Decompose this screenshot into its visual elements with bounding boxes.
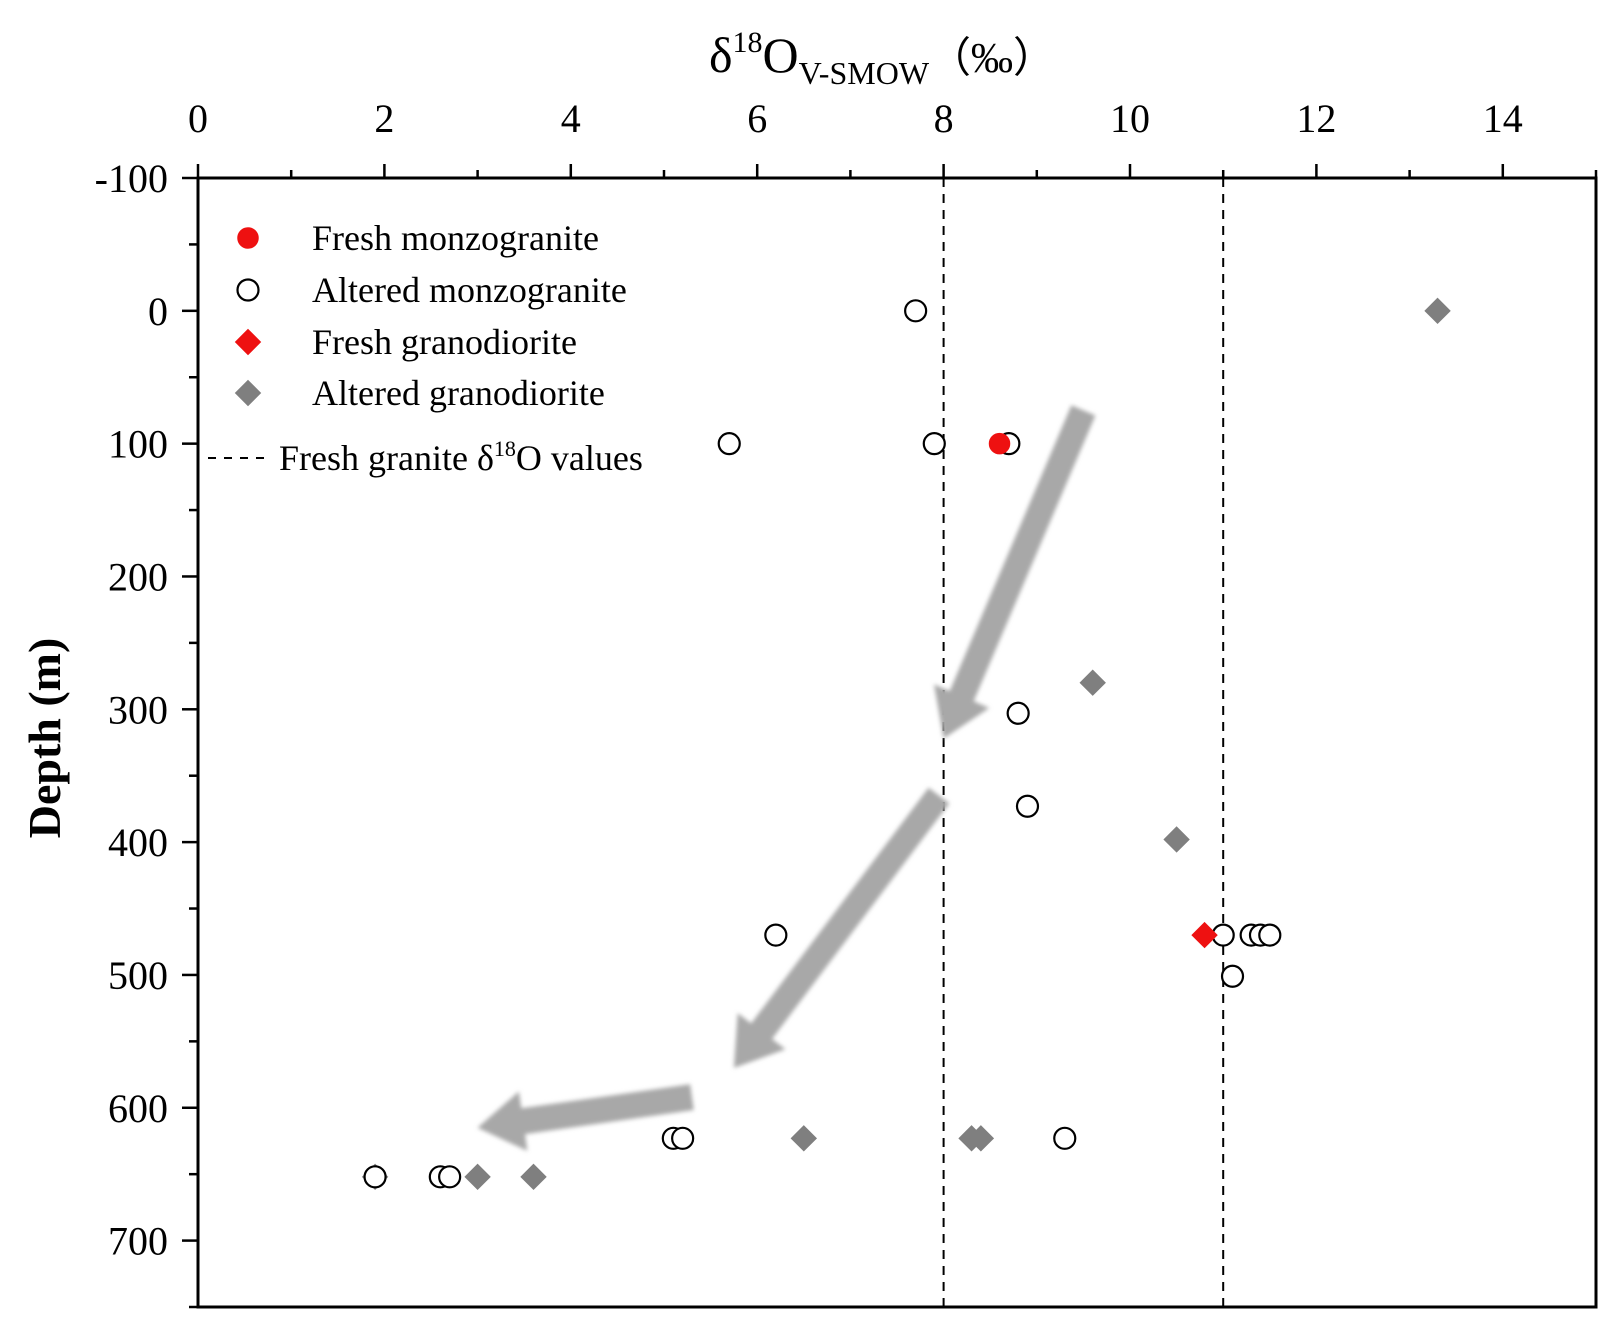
x-tick-label: 4 [561, 96, 581, 141]
x-tick-label: 10 [1110, 96, 1150, 141]
y-tick-label: 500 [108, 953, 168, 998]
plot-area: 0 2 4 6 8 10 12 14 -100 0 100 200 300 400 500 600 700 [95, 96, 1598, 1309]
legend-label: Altered monzogranite [312, 270, 627, 310]
data-point [1220, 964, 1245, 988]
data-point [464, 1163, 491, 1191]
legend-marker [234, 328, 262, 356]
legend-marker [234, 379, 262, 407]
plot-frame [196, 176, 1598, 1309]
title-delta: δ [709, 27, 733, 83]
data-point [764, 923, 788, 947]
data-point [438, 1165, 462, 1189]
y-tick-label: 700 [108, 1219, 168, 1264]
legend-label: Altered granodiorite [312, 373, 605, 413]
trend-arrow [477, 1084, 694, 1151]
y-tick-label: 200 [108, 554, 168, 599]
data-point [988, 432, 1011, 455]
data-point [1163, 826, 1190, 853]
data-point [1258, 923, 1282, 947]
y-tick-label: 600 [108, 1086, 168, 1131]
data-point [922, 432, 946, 456]
y-tick-label: -100 [95, 156, 168, 201]
title-subscript: V-SMOW [799, 55, 930, 91]
legend-marker [236, 278, 260, 302]
data-point [1015, 794, 1040, 818]
data-point [671, 1126, 695, 1150]
data-point [1191, 921, 1218, 949]
data-point [967, 1125, 995, 1152]
title-o: O [763, 27, 799, 83]
x-tick-label: 2 [374, 96, 394, 141]
trend-arrow [934, 405, 1096, 739]
y-tick-label: 400 [108, 820, 168, 865]
x-tick-label: 8 [934, 96, 954, 141]
trend-arrow [733, 787, 950, 1068]
data-point [1424, 297, 1451, 325]
data-point [717, 432, 741, 456]
x-tick-label: 6 [747, 96, 767, 141]
legend-reference-label: Fresh granite δ18O values [279, 436, 643, 478]
data-point [904, 299, 928, 323]
legend-label: Fresh granodiorite [312, 322, 577, 362]
y-tick-label: 0 [148, 289, 168, 334]
chart-title: δ18OV-SMOW（‰） [709, 26, 1055, 91]
legend-marker [237, 227, 259, 249]
legend-label: Fresh monzogranite [312, 218, 599, 258]
data-point [520, 1163, 547, 1191]
title-unit: （‰） [929, 36, 1055, 82]
x-tick-label: 12 [1296, 96, 1336, 141]
y-tick-label: 100 [108, 422, 168, 467]
data-point [790, 1125, 818, 1152]
data-point [363, 1165, 387, 1189]
x-tick-label: 0 [188, 96, 208, 141]
data-point [1079, 669, 1106, 696]
x-tick-label: 14 [1483, 96, 1523, 141]
title-superscript: 18 [733, 26, 763, 59]
y-axis-label: Depth (m) [19, 638, 70, 839]
legend: Fresh monzogranite Altered monzogranite Fr… [208, 218, 643, 478]
y-tick-label: 300 [108, 687, 168, 732]
data-point [1006, 701, 1030, 725]
data-point [1053, 1126, 1077, 1150]
